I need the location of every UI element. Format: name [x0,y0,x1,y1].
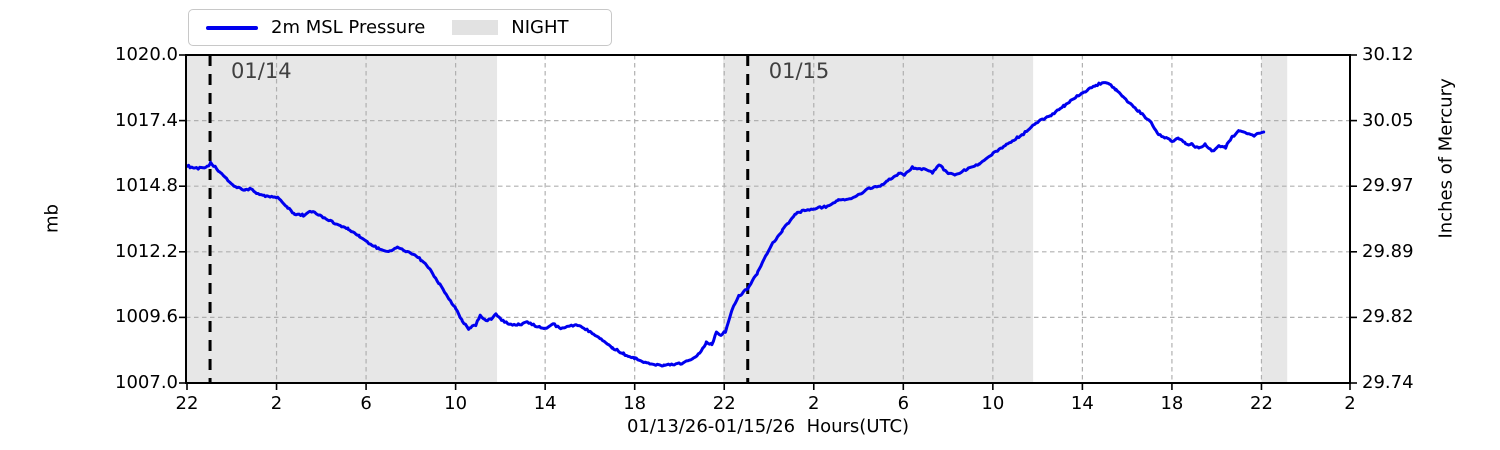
y-tick-label-left: 1020.0 [115,44,178,65]
plot-border [185,54,1351,384]
y-tick-label-left: 1017.4 [115,109,178,131]
y-axis-label-right: Inches of Mercury [1435,78,1457,239]
x-tick-label: 14 [533,393,557,414]
legend-label-night: NIGHT [511,17,569,38]
legend-label-pressure: 2m MSL Pressure [271,17,426,38]
y-tick-label-right: 29.97 [1362,175,1414,197]
y-tick-label-left: 1012.2 [115,240,178,262]
x-tick-label: 18 [1160,393,1184,414]
x-tick-label: 2 [808,393,820,414]
night-band [186,55,498,383]
y-tick-label-left: 1007.0 [115,372,178,393]
y-tick-label-left: 1009.6 [115,306,178,328]
y-tick-label-right: 30.05 [1362,109,1414,131]
y-tick-label-right: 30.12 [1362,44,1414,65]
x-tick-label: 22 [175,393,199,414]
night-band [1261,55,1288,383]
x-tick-label: 14 [1070,393,1094,414]
y-tick-label-left: 1014.8 [115,175,178,197]
x-tick-label: 6 [360,393,372,414]
x-tick-label: 2 [270,393,283,414]
pressure-line [185,81,1266,368]
x-tick-label: 2 [1344,393,1356,414]
night-legend-swatch [452,20,499,35]
x-tick-label: 22 [712,393,736,414]
x-tick-label: 18 [623,393,647,414]
y-axis-label-left: mb [41,204,63,233]
date-annotation-0115: 01/15 [768,59,830,83]
y-tick-label-right: 29.74 [1362,372,1414,393]
y-tick-label-right: 29.89 [1362,240,1414,262]
x-axis-label: 01/13/26-01/15/26 Hours(UTC) [626,416,910,437]
y-tick-label-right: 29.82 [1362,306,1414,328]
x-tick-label: 6 [897,393,910,414]
pressure-line-legend-swatch [206,25,258,30]
x-tick-label: 10 [444,393,468,414]
x-tick-label: 22 [1250,393,1273,414]
night-band [723,55,1034,383]
x-tick-label: 10 [981,393,1005,414]
date-annotation-0114: 01/14 [231,59,292,83]
legend-box: 2m MSL Pressure NIGHT [188,9,612,46]
